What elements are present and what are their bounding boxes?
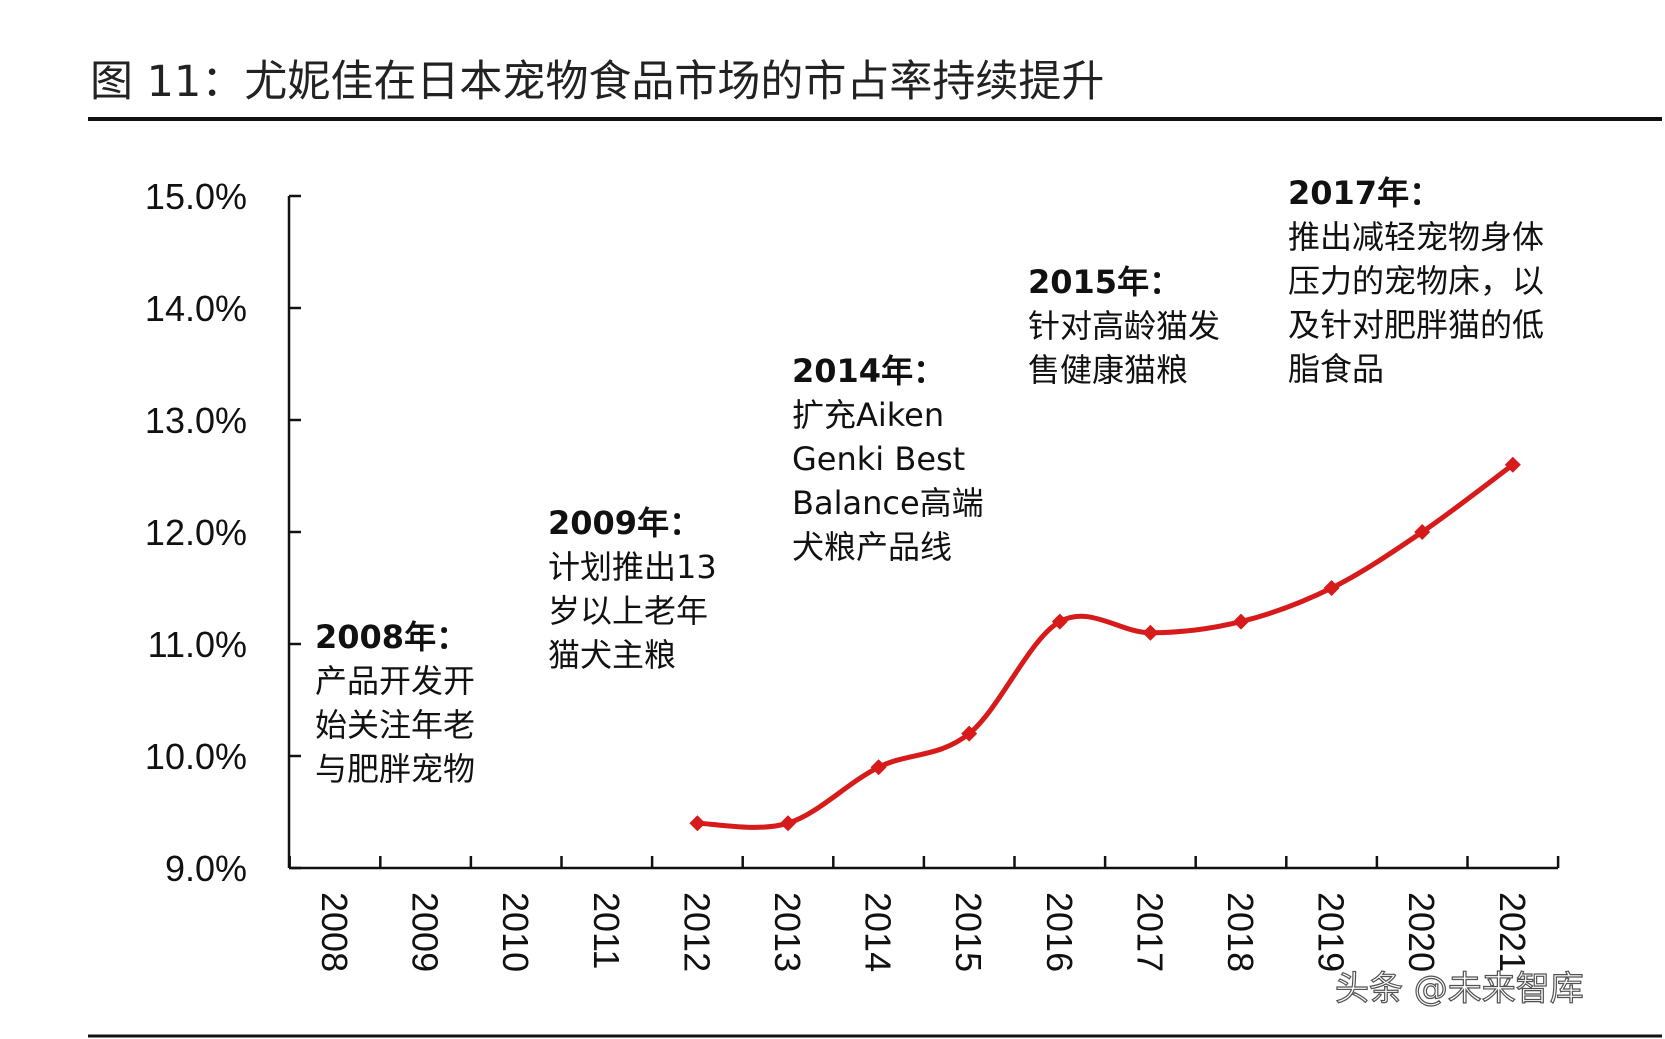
annotation-line: 猫犬主粮 (548, 636, 676, 674)
watermark: 头条 @未来智库 (1335, 969, 1584, 1009)
annotation-heading: 2009年： (548, 504, 701, 542)
annotation-line: 与肥胖宠物 (315, 750, 475, 788)
data-point-marker (1142, 624, 1159, 641)
x-tick-label: 2021 (1492, 892, 1533, 972)
annotation-line: 压力的宠物床，以 (1288, 262, 1544, 300)
annotation-line: 始关注年老 (315, 706, 475, 744)
annotation-line: 及针对肥胖猫的低 (1288, 306, 1544, 344)
annotation-line: Genki Best (792, 440, 965, 478)
data-point-marker (1414, 524, 1431, 540)
data-point-marker (870, 759, 887, 776)
x-tick-label: 2019 (1311, 892, 1352, 972)
y-tick-label: 14.0% (145, 288, 247, 329)
annotation-line: 脂食品 (1288, 350, 1384, 388)
x-tick-label: 2010 (495, 892, 536, 972)
series-line (697, 462, 1515, 830)
annotation-heading: 2014年： (792, 352, 945, 390)
x-tick-label: 2008 (314, 892, 355, 972)
data-point-marker (1323, 580, 1340, 596)
annotation-line: 产品开发开 (315, 662, 475, 700)
annotation-line: Balance高端 (792, 484, 984, 522)
annotation-line: 推出减轻宠物身体 (1288, 218, 1544, 256)
annotation-line: 针对高龄猫发 (1028, 307, 1220, 345)
x-tick-label: 2017 (1129, 892, 1170, 972)
annotation-line: 扩充Aiken (792, 396, 944, 434)
annotation-line: 计划推出13 (548, 548, 717, 586)
annotation-line: 岁以上老年 (548, 592, 708, 630)
y-tick-label: 12.0% (145, 512, 247, 553)
x-tick-label: 2009 (405, 892, 446, 972)
annotation-heading: 2017年： (1288, 174, 1441, 212)
annotation-line: 售健康猫粮 (1028, 351, 1188, 389)
y-tick-label: 15.0% (145, 176, 247, 217)
x-tick-label: 2013 (767, 892, 808, 972)
y-tick-label: 9.0% (165, 848, 247, 889)
y-tick-label: 11.0% (148, 624, 247, 665)
x-tick-label: 2012 (676, 892, 717, 972)
data-point-marker (1233, 613, 1249, 630)
data-point-marker (1051, 613, 1068, 630)
x-tick-label: 2020 (1401, 892, 1442, 972)
x-tick-label: 2018 (1220, 892, 1261, 972)
x-tick-label: 2011 (586, 892, 627, 969)
data-point-marker (780, 815, 796, 832)
x-tick-label: 2015 (948, 892, 989, 972)
x-tick-label: 2014 (858, 892, 899, 972)
y-tick-label: 10.0% (145, 736, 247, 777)
data-point-marker (961, 725, 978, 742)
y-tick-label: 13.0% (145, 400, 247, 441)
annotation-heading: 2015年： (1028, 263, 1181, 301)
data-point-marker (689, 815, 706, 832)
x-tick-label: 2016 (1039, 892, 1080, 972)
annotation-line: 犬粮产品线 (792, 528, 952, 566)
data-point-marker (1504, 456, 1521, 473)
annotation-heading: 2008年： (315, 618, 468, 656)
chart-title: 图 11：尤妮佳在日本宠物食品市场的市占率持续提升 (90, 57, 1104, 107)
